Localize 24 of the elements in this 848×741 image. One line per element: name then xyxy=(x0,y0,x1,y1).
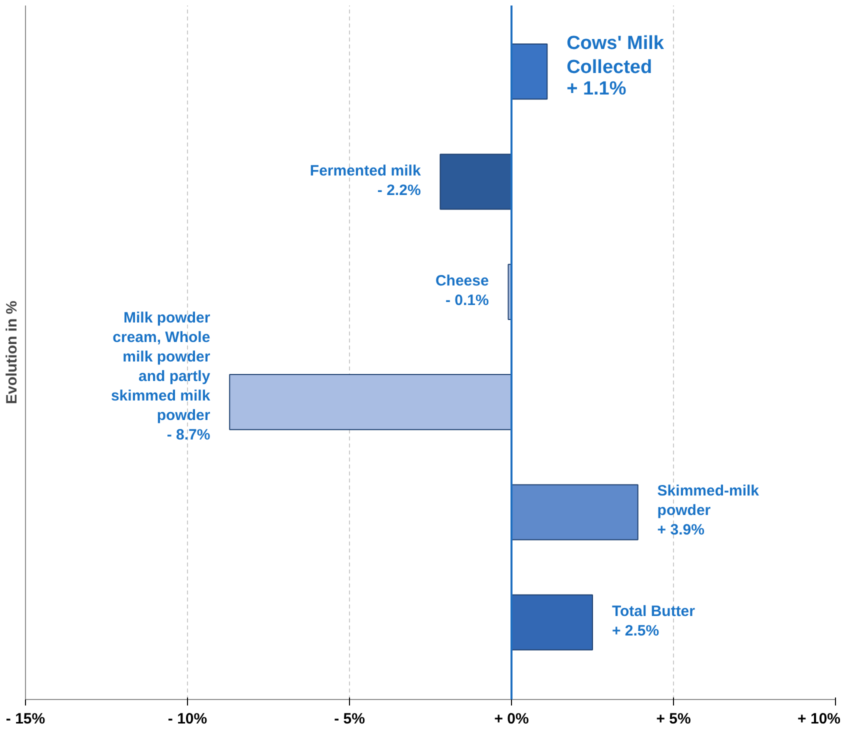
x-tick-label: + 5% xyxy=(656,710,691,728)
y-tick-label: Total Butter xyxy=(612,603,696,620)
bar xyxy=(511,594,593,650)
bar xyxy=(511,484,638,540)
data-label: - 0.1% xyxy=(445,292,489,310)
data-label: + 3.9% xyxy=(657,521,704,538)
data-label: + 1.1% xyxy=(566,78,626,100)
bar xyxy=(511,44,548,100)
data-label: - 2.2% xyxy=(377,182,421,200)
data-label: - 8.7% xyxy=(166,426,210,444)
y-tick-label: Milk powder cream, Whole milk powder and partly skimmed milk powder xyxy=(110,309,211,424)
y-tick-label: Fermented milk xyxy=(310,162,422,180)
y-axis-title: Evolution in % xyxy=(4,300,20,404)
data-label: + 2.5% xyxy=(612,622,660,640)
y-tick-label: Cheese xyxy=(435,272,489,290)
x-tick-label: - 10% xyxy=(168,710,208,728)
x-tick-label: + 10% xyxy=(798,710,841,728)
x-tick-label: - 15% xyxy=(6,710,46,728)
y-tick-label: Cows' Milk Collected xyxy=(566,33,664,78)
bar xyxy=(440,154,512,210)
y-tick-label: Skimmed-milk powder xyxy=(657,482,760,519)
x-tick-label: + 0% xyxy=(494,710,529,728)
bar xyxy=(229,374,512,430)
x-tick-label: - 5% xyxy=(334,710,365,728)
